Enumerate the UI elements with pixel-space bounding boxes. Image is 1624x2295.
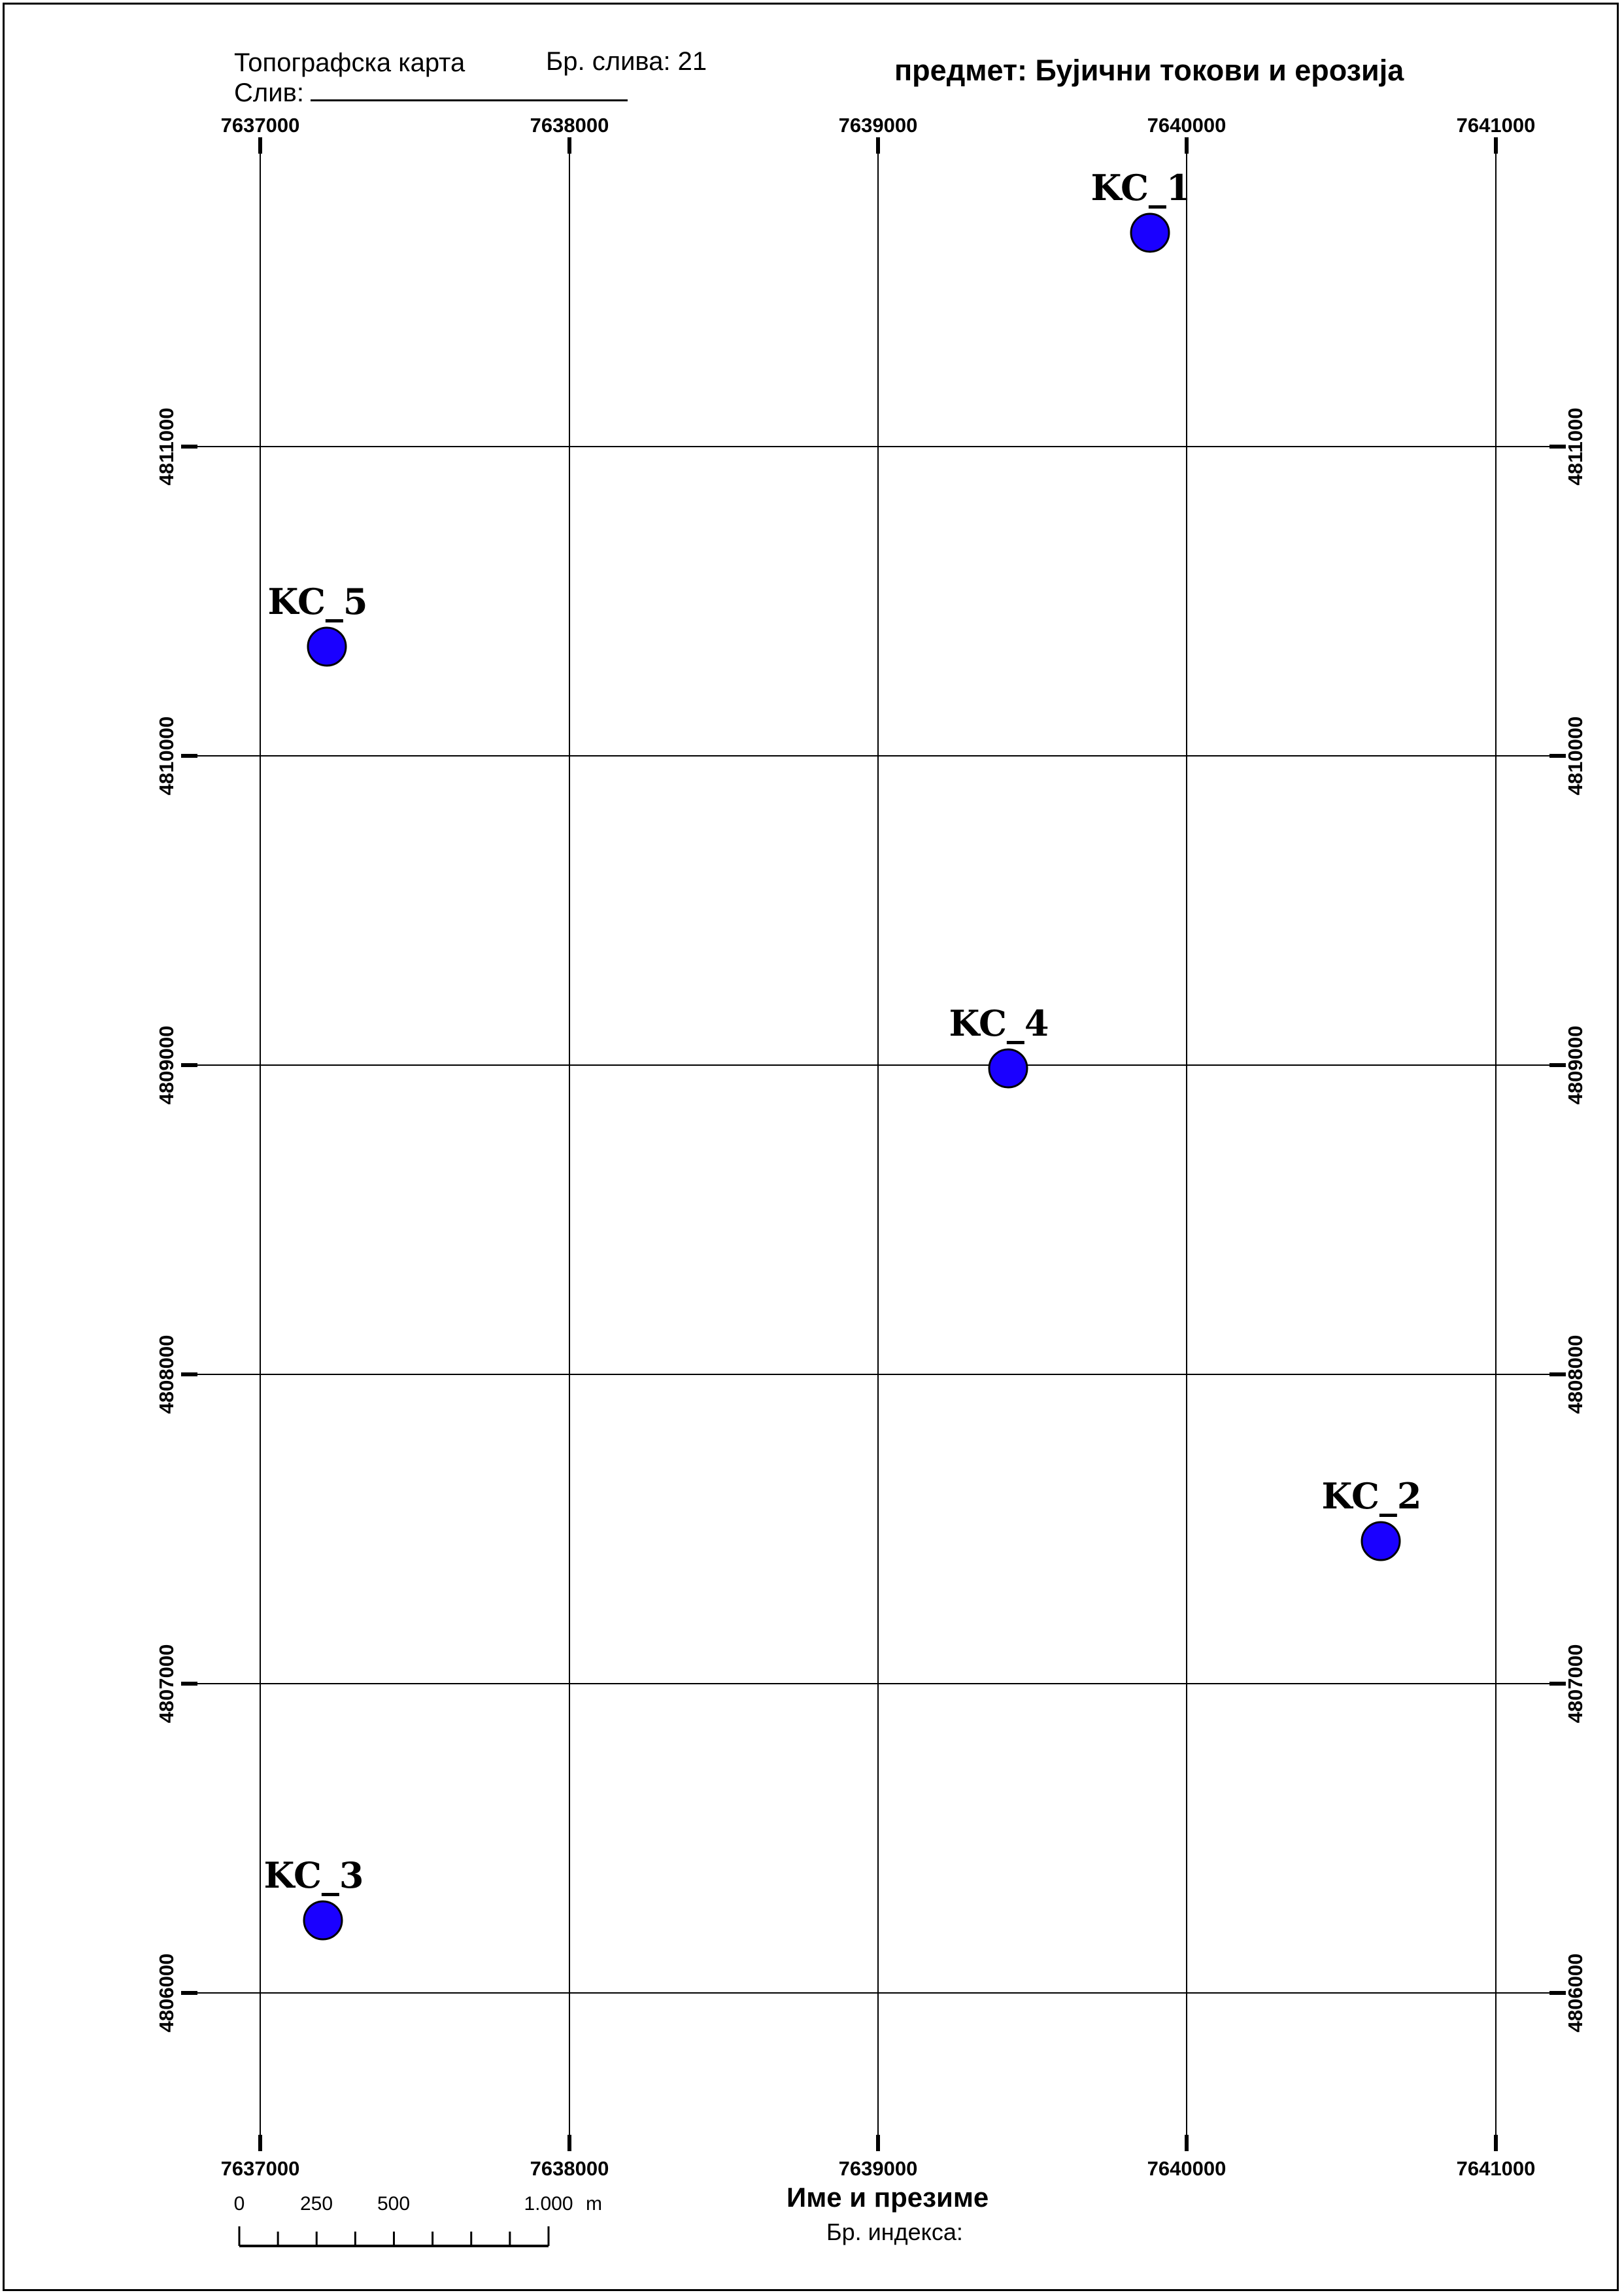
grid-ticks — [181, 137, 1566, 2151]
northing-label-left: 4809000 — [155, 1026, 178, 1105]
sampling-point: KC_3 — [263, 1854, 364, 1941]
point-marker-icon — [988, 1048, 1028, 1089]
sampling-point: KC_2 — [1321, 1475, 1422, 1561]
map-type-label: Топографска карта — [234, 48, 465, 77]
basin-label: Слив: — [234, 78, 304, 107]
easting-label-top: 7640000 — [1147, 114, 1226, 137]
northing-label-left: 4810000 — [155, 717, 178, 796]
sampling-point: KC_5 — [267, 581, 368, 667]
scale-tick-label: 250 — [300, 2193, 333, 2215]
point-label: KC_1 — [1091, 167, 1191, 209]
name-label: Име и презиме — [787, 2182, 989, 2213]
point-label: KC_5 — [267, 581, 367, 622]
point-marker-icon — [1361, 1521, 1401, 1561]
easting-label-bottom: 7641000 — [1457, 2157, 1536, 2180]
easting-label-top: 7639000 — [839, 114, 918, 137]
northing-label-right: 4809000 — [1564, 1026, 1587, 1105]
easting-label-top: 7641000 — [1457, 114, 1536, 137]
easting-label-bottom: 7640000 — [1147, 2157, 1226, 2180]
northing-label-right: 4810000 — [1564, 717, 1587, 796]
northing-label-left: 4811000 — [155, 408, 178, 486]
basin-underline — [310, 98, 628, 101]
point-label: KC_4 — [949, 1002, 1049, 1044]
northing-label-right: 4806000 — [1564, 1954, 1587, 2033]
northing-label-left: 4808000 — [155, 1335, 178, 1414]
scale-tick-label: 0 — [234, 2193, 245, 2215]
northing-label-right: 4811000 — [1564, 408, 1587, 486]
scale-tick-label: 500 — [377, 2193, 410, 2215]
points-layer: KC_1 KC_2 KC_3 KC_4 KC_5 — [263, 167, 1422, 1941]
point-marker-icon — [1130, 212, 1170, 253]
subject-title: предмет: Бујични токови и ерозија — [894, 54, 1404, 87]
northing-label-right: 4807000 — [1564, 1644, 1587, 1724]
northing-label-left: 4806000 — [155, 1954, 178, 2033]
point-label: KC_3 — [263, 1854, 364, 1896]
easting-label-bottom: 7638000 — [530, 2157, 609, 2180]
grid-labels: 7637000 7637000 7638000 7638000 7639000 76390… — [155, 114, 1587, 2180]
easting-label-top: 7637000 — [221, 114, 300, 137]
point-marker-icon — [307, 626, 347, 667]
index-label: Бр. индекса: — [826, 2218, 963, 2245]
scale-unit-label: m — [586, 2193, 602, 2215]
scale-bar: 0 250 500 1.000 m — [234, 2193, 602, 2247]
point-marker-icon — [303, 1900, 343, 1941]
easting-label-top: 7638000 — [530, 114, 609, 137]
point-label: KC_2 — [1321, 1475, 1421, 1517]
northing-label-right: 4808000 — [1564, 1335, 1587, 1414]
sampling-point: KC_1 — [1091, 167, 1191, 253]
basin-field: Слив: — [234, 78, 628, 108]
scale-tick-label: 1.000 — [524, 2193, 573, 2215]
easting-label-bottom: 7639000 — [839, 2157, 918, 2180]
grid-lines — [181, 137, 1566, 2151]
map-frame — [3, 3, 1619, 2291]
basin-number-label: Бр. слива: 21 — [546, 47, 707, 76]
sampling-point: KC_4 — [949, 1002, 1049, 1089]
easting-label-bottom: 7637000 — [221, 2157, 300, 2180]
northing-label-left: 4807000 — [155, 1644, 178, 1724]
